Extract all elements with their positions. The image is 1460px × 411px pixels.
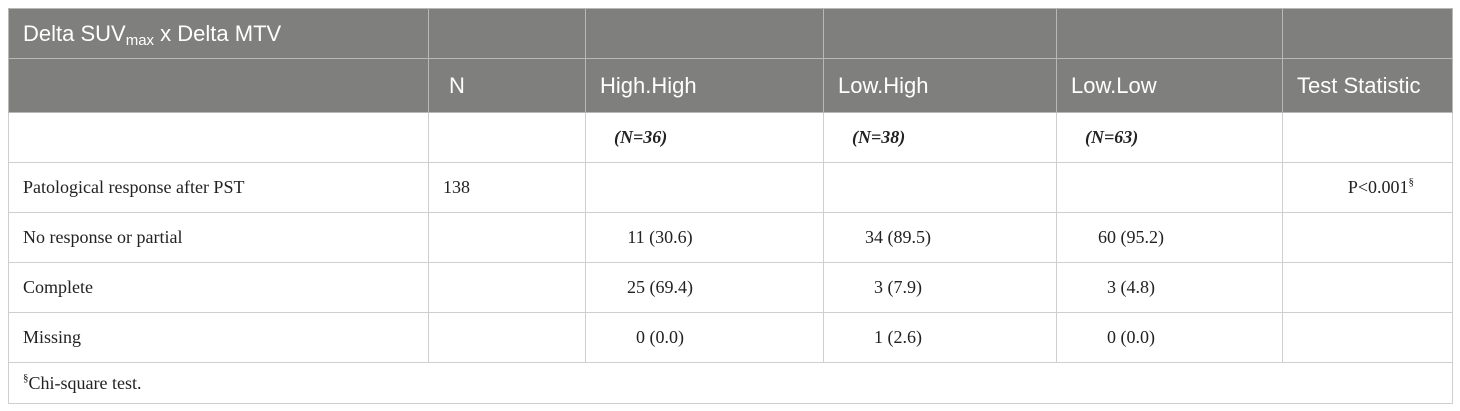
table-title: Delta SUVmax x Delta MTV — [8, 8, 429, 59]
results-table-container: Delta SUVmax x Delta MTV N High.High Low… — [8, 8, 1453, 404]
group-count-row: (N=36) (N=38) (N=63) — [8, 112, 1453, 163]
p-value: P<0.001 — [1347, 177, 1409, 197]
column-header-low-high: Low.High — [823, 58, 1057, 113]
row-test-statistic: P<0.001§ — [1282, 162, 1453, 213]
footnote-text: Chi-square test. — [28, 372, 142, 393]
column-header-low-low: Low.Low — [1056, 58, 1283, 113]
group-count-high-high: (N=36) — [585, 112, 824, 163]
row-label: No response or partial — [8, 212, 429, 263]
header-empty-cell — [428, 8, 586, 59]
row-low-high: 3 (7.9) — [823, 262, 1057, 313]
footnote-row: §Chi-square test. — [8, 362, 1453, 404]
title-suffix: x Delta MTV — [154, 20, 282, 46]
header-empty-cell — [585, 8, 824, 59]
row-low-low: 3 (4.8) — [1056, 262, 1283, 313]
row-test-statistic — [1282, 312, 1453, 363]
footnote: §Chi-square test. — [8, 362, 1453, 404]
header-empty-cell — [1282, 8, 1453, 59]
header-empty-cell — [823, 8, 1057, 59]
table-cell — [1282, 112, 1453, 163]
table-row: Complete 25 (69.4) 3 (7.9) 3 (4.8) — [8, 262, 1453, 313]
row-high-high: 25 (69.4) — [585, 262, 824, 313]
row-n — [428, 262, 586, 313]
row-high-high — [585, 162, 824, 213]
p-value-footnote-mark: § — [1408, 176, 1415, 188]
row-test-statistic — [1282, 212, 1453, 263]
row-label: Missing — [8, 312, 429, 363]
column-header-n: N — [428, 58, 586, 113]
row-high-high: 0 (0.0) — [585, 312, 824, 363]
table-row: Missing 0 (0.0) 1 (2.6) 0 (0.0) — [8, 312, 1453, 363]
table-row: No response or partial 11 (30.6) 34 (89.… — [8, 212, 1453, 263]
header-empty-cell — [1056, 8, 1283, 59]
column-header-test-statistic: Test Statistic — [1282, 58, 1453, 113]
results-table: Delta SUVmax x Delta MTV N High.High Low… — [8, 8, 1453, 404]
row-low-high: 1 (2.6) — [823, 312, 1057, 363]
row-low-low — [1056, 162, 1283, 213]
row-low-low: 0 (0.0) — [1056, 312, 1283, 363]
row-n — [428, 312, 586, 363]
table-cell — [428, 112, 586, 163]
table-row: Patological response after PST 138 P<0.0… — [8, 162, 1453, 213]
title-subscript: max — [125, 31, 155, 49]
table-cell — [8, 112, 429, 163]
footnote-symbol: § — [23, 371, 29, 384]
title-prefix: Delta SUV — [23, 20, 126, 46]
column-header-high-high: High.High — [585, 58, 824, 113]
row-label: Patological response after PST — [8, 162, 429, 213]
header-empty-cell — [8, 58, 429, 113]
row-label: Complete — [8, 262, 429, 313]
row-test-statistic — [1282, 262, 1453, 313]
row-low-high — [823, 162, 1057, 213]
row-high-high: 11 (30.6) — [585, 212, 824, 263]
row-n: 138 — [428, 162, 586, 213]
row-low-low: 60 (95.2) — [1056, 212, 1283, 263]
group-count-low-low: (N=63) — [1056, 112, 1283, 163]
row-low-high: 34 (89.5) — [823, 212, 1057, 263]
header-columns-row: N High.High Low.High Low.Low Test Statis… — [8, 58, 1453, 113]
header-title-row: Delta SUVmax x Delta MTV — [8, 8, 1453, 59]
group-count-low-high: (N=38) — [823, 112, 1057, 163]
row-n — [428, 212, 586, 263]
